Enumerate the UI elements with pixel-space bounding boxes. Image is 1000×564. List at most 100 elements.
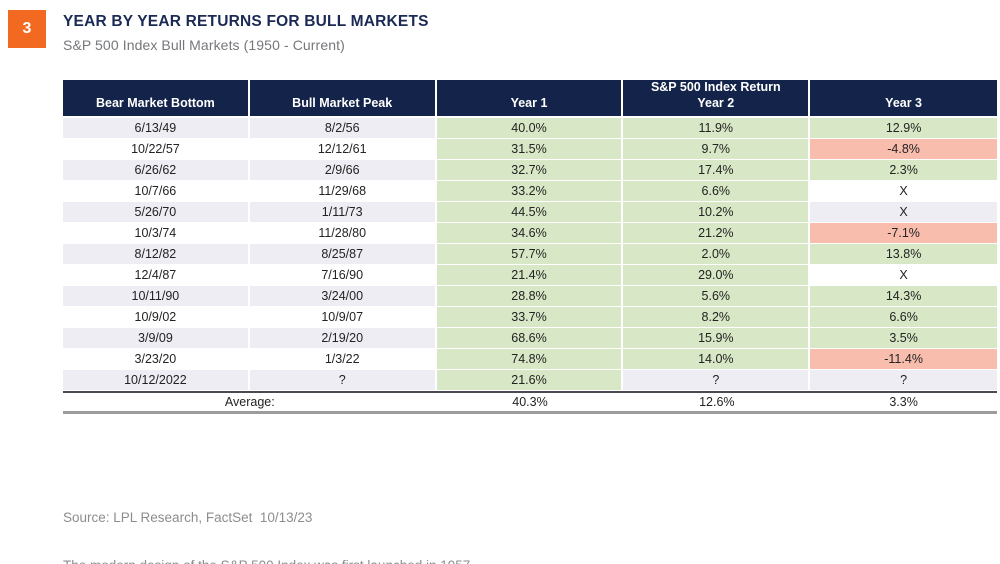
average-row: Average: 40.3% 12.6% 3.3%	[63, 391, 997, 415]
table-cell: 21.4%	[436, 265, 624, 287]
table-header-row: Bear Market Bottom Bull Market Peak Year…	[63, 80, 997, 119]
table-cell: 5/26/70	[63, 202, 250, 224]
table-header: Bear Market Bottom Bull Market Peak Year…	[63, 80, 997, 119]
table-cell: 21.6%	[436, 370, 624, 392]
average-label: Average:	[63, 391, 437, 415]
source-line: Source: LPL Research, FactSet 10/13/23	[63, 510, 313, 525]
table-cell: 31.5%	[436, 139, 624, 161]
table-cell: 10/12/2022	[63, 370, 250, 392]
table-row: 6/26/62 2/9/66 32.7% 17.4% 2.3%	[63, 160, 997, 182]
table-cell: 44.5%	[436, 202, 624, 224]
table-cell: 9.7%	[623, 139, 811, 161]
figure-number-badge: 3	[8, 10, 46, 48]
table-row: 10/11/90 3/24/00 28.8% 5.6% 14.3%	[63, 286, 997, 308]
table-cell: 40.0%	[436, 118, 624, 140]
table-cell: 8/25/87	[249, 244, 437, 266]
table-cell: 21.2%	[623, 223, 811, 245]
table-cell: 12/12/61	[249, 139, 437, 161]
table-row: 10/22/57 12/12/61 31.5% 9.7% -4.8%	[63, 139, 997, 161]
table-row: 10/3/74 11/28/80 34.6% 21.2% -7.1%	[63, 223, 997, 245]
note-line-1: The modern design of the S&P 500 Index w…	[63, 556, 618, 564]
table-row: 3/9/09 2/19/20 68.6% 15.9% 3.5%	[63, 328, 997, 350]
table-cell: 10/9/07	[249, 307, 437, 329]
average-year-3: 3.3%	[810, 391, 997, 415]
table-cell: -11.4%	[810, 349, 997, 371]
table-footer: Average: 40.3% 12.6% 3.3%	[63, 391, 997, 415]
table-cell: 3/9/09	[63, 328, 250, 350]
bull-markets-table: Bear Market Bottom Bull Market Peak Year…	[63, 80, 997, 415]
table-cell: 8/2/56	[249, 118, 437, 140]
table-cell: 33.2%	[436, 181, 624, 203]
table-cell: 2/19/20	[249, 328, 437, 350]
table-cell: 2/9/66	[249, 160, 437, 182]
average-year-1: 40.3%	[436, 391, 624, 415]
table-cell: 10/3/74	[63, 223, 250, 245]
table-cell: 6/26/62	[63, 160, 250, 182]
footer-notes-block: The modern design of the S&P 500 Index w…	[63, 518, 618, 564]
table-cell: ?	[249, 370, 437, 392]
table-cell: 5.6%	[623, 286, 811, 308]
table-row: 5/26/70 1/11/73 44.5% 10.2% X	[63, 202, 997, 224]
table-cell: 1/3/22	[249, 349, 437, 371]
table-row: 8/12/82 8/25/87 57.7% 2.0% 13.8%	[63, 244, 997, 266]
table-cell: 8/12/82	[63, 244, 250, 266]
table-cell: 1/11/73	[249, 202, 437, 224]
figure-number: 3	[22, 20, 32, 37]
col-header-year-2: S&P 500 Index Return Year 2	[623, 80, 811, 119]
table-cell: 68.6%	[436, 328, 624, 350]
table-cell: 14.0%	[623, 349, 811, 371]
table-cell: 12/4/87	[63, 265, 250, 287]
table-cell: 10/11/90	[63, 286, 250, 308]
table-cell: 6/13/49	[63, 118, 250, 140]
table-cell: 2.3%	[810, 160, 997, 182]
table-cell: 74.8%	[436, 349, 624, 371]
table-row: 3/23/20 1/3/22 74.8% 14.0% -11.4%	[63, 349, 997, 371]
col-header-year-3: Year 3	[810, 80, 997, 119]
table-cell: 14.3%	[810, 286, 997, 308]
table-cell: 8.2%	[623, 307, 811, 329]
table-cell: 3/24/00	[249, 286, 437, 308]
table-cell: 12.9%	[810, 118, 997, 140]
table-cell: 57.7%	[436, 244, 624, 266]
page-title: YEAR BY YEAR RETURNS FOR BULL MARKETS	[63, 13, 429, 30]
table-row: 12/4/87 7/16/90 21.4% 29.0% X	[63, 265, 997, 287]
col-header-year-1: Year 1	[436, 80, 624, 119]
table-cell: 33.7%	[436, 307, 624, 329]
col-header-bull-market-peak: Bull Market Peak	[249, 80, 437, 119]
table-cell: ?	[810, 370, 997, 392]
page-subtitle: S&P 500 Index Bull Markets (1950 - Curre…	[63, 37, 345, 53]
average-year-2: 12.6%	[623, 391, 811, 415]
table-cell: 11.9%	[623, 118, 811, 140]
table-cell: 10.2%	[623, 202, 811, 224]
table-cell: 34.6%	[436, 223, 624, 245]
table-cell: 32.7%	[436, 160, 624, 182]
table-cell: 11/28/80	[249, 223, 437, 245]
table-cell: 28.8%	[436, 286, 624, 308]
table-body: 6/13/49 8/2/56 40.0% 11.9% 12.9% 10/22/57 12/1…	[63, 118, 997, 392]
table-cell: 3.5%	[810, 328, 997, 350]
table-cell: 15.9%	[623, 328, 811, 350]
table-cell: -7.1%	[810, 223, 997, 245]
table-cell: X	[810, 181, 997, 203]
table-cell: X	[810, 265, 997, 287]
table-cell: 10/22/57	[63, 139, 250, 161]
table-cell: X	[810, 202, 997, 224]
table-cell: 6.6%	[623, 181, 811, 203]
table-cell: 10/9/02	[63, 307, 250, 329]
table-cell: -4.8%	[810, 139, 997, 161]
table-row: 6/13/49 8/2/56 40.0% 11.9% 12.9%	[63, 118, 997, 140]
table-row: 10/9/02 10/9/07 33.7% 8.2% 6.6%	[63, 307, 997, 329]
table-cell: 11/29/68	[249, 181, 437, 203]
table-cell: 7/16/90	[249, 265, 437, 287]
col-header-bear-market-bottom: Bear Market Bottom	[63, 80, 250, 119]
table-cell: 6.6%	[810, 307, 997, 329]
table-cell: 2.0%	[623, 244, 811, 266]
table-cell: 17.4%	[623, 160, 811, 182]
table-cell: ?	[623, 370, 811, 392]
table-cell: 29.0%	[623, 265, 811, 287]
footer-source-block: Source: LPL Research, FactSet 10/13/23 A…	[63, 470, 752, 564]
table-cell: 10/7/66	[63, 181, 250, 203]
table-cell: 13.8%	[810, 244, 997, 266]
table-row: 10/12/2022? 21.6%??	[63, 370, 997, 392]
